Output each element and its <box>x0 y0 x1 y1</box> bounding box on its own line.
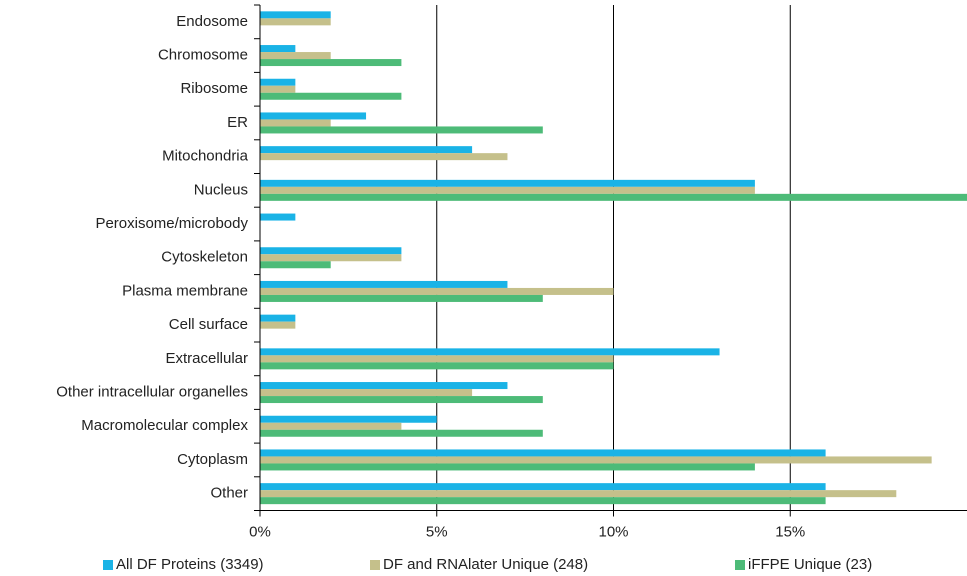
legend-label: DF and RNAlater Unique (248) <box>383 556 588 573</box>
legend-label: All DF Proteins (3349) <box>116 556 264 573</box>
bar <box>260 422 402 430</box>
y-tick-label: Cytoplasm <box>177 451 248 468</box>
y-tick-label: Cytoskeleton <box>161 249 248 266</box>
legend-swatch <box>103 560 113 570</box>
y-tick-label: Other <box>210 485 248 502</box>
x-tick-label: 10% <box>598 523 628 540</box>
bar <box>260 213 296 221</box>
bar <box>260 429 543 437</box>
bar <box>260 112 367 120</box>
bar <box>260 389 473 397</box>
bar <box>260 483 826 491</box>
bar <box>260 415 437 423</box>
x-tick-label: 15% <box>775 523 805 540</box>
bar <box>260 355 614 363</box>
bar <box>260 186 755 194</box>
bar <box>260 314 296 322</box>
bar <box>260 126 543 134</box>
bar <box>260 463 755 471</box>
bar <box>260 85 296 93</box>
bar <box>260 146 473 154</box>
legend-swatch <box>370 560 380 570</box>
bar <box>260 321 296 329</box>
y-tick-label: Other intracellular organelles <box>56 384 248 401</box>
y-tick-label: Endosome <box>176 13 248 30</box>
x-tick-label: 0% <box>249 523 271 540</box>
y-tick-label: Peroxisome/microbody <box>95 215 248 232</box>
y-tick-label: Plasma membrane <box>122 282 248 299</box>
y-tick-label: Chromosome <box>158 47 248 64</box>
bar <box>260 254 402 262</box>
bar <box>260 449 826 457</box>
bar <box>260 119 331 127</box>
bar <box>260 294 543 302</box>
bar <box>260 153 508 161</box>
bar <box>260 247 402 255</box>
bar <box>260 52 331 60</box>
bar <box>260 92 402 100</box>
bar <box>260 179 755 187</box>
x-tick-label: 5% <box>426 523 448 540</box>
bar <box>260 18 331 26</box>
bar <box>260 59 402 67</box>
bar <box>260 348 720 356</box>
y-tick-label: Mitochondria <box>162 148 249 165</box>
bar <box>260 45 296 53</box>
legend-swatch <box>735 560 745 570</box>
y-tick-label: Extracellular <box>165 350 248 367</box>
bar <box>260 11 331 19</box>
y-tick-label: Nucleus <box>194 181 248 198</box>
bar <box>260 261 331 269</box>
bar <box>260 382 508 390</box>
bar <box>260 193 967 201</box>
bar <box>260 490 897 498</box>
bar <box>260 287 614 295</box>
bar <box>260 497 826 505</box>
y-tick-label: Cell surface <box>169 316 248 333</box>
y-tick-label: ER <box>227 114 248 131</box>
y-tick-label: Ribosome <box>180 80 248 97</box>
bar <box>260 280 508 288</box>
bar <box>260 396 543 404</box>
bar <box>260 78 296 86</box>
y-tick-label: Macromolecular complex <box>81 417 248 434</box>
bar <box>260 362 614 370</box>
legend-label: iFFPE Unique (23) <box>748 556 872 573</box>
bar <box>260 456 932 464</box>
